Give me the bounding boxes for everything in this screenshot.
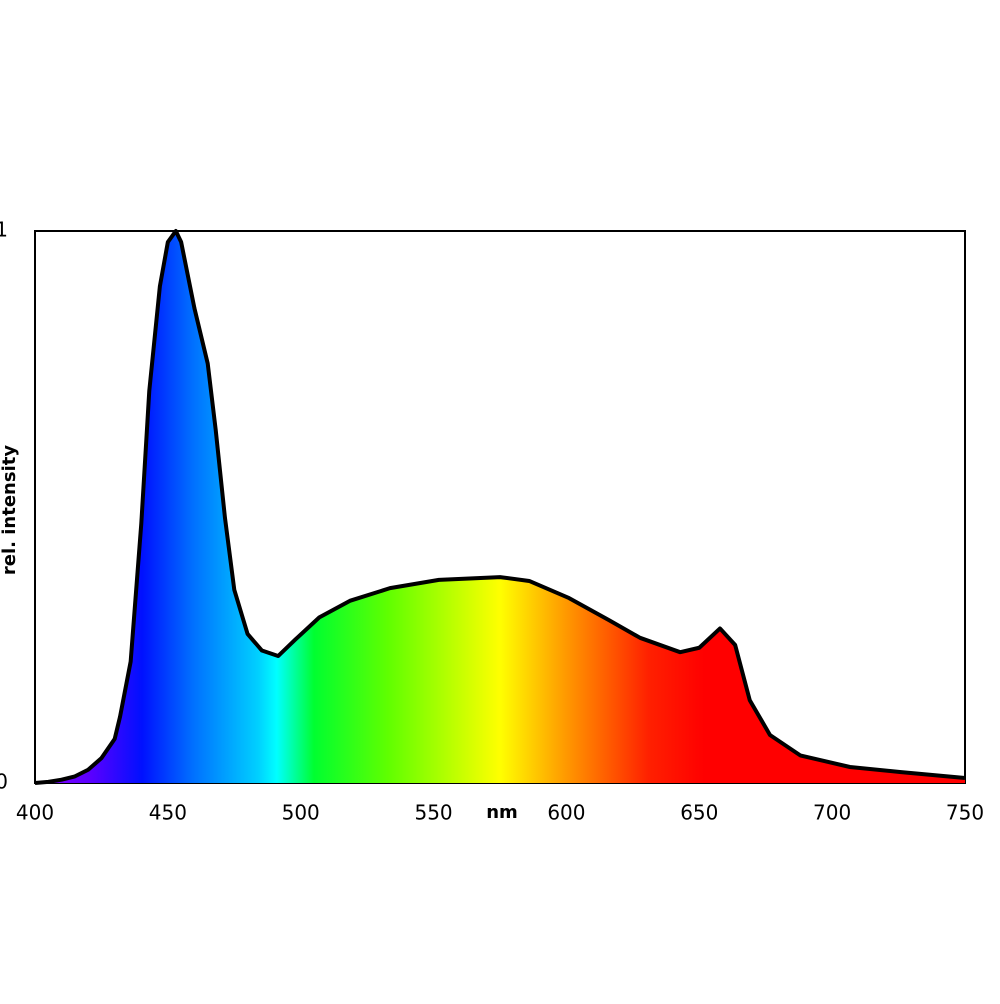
x-tick-label: 500: [282, 801, 320, 825]
x-tick-label: 450: [149, 801, 187, 825]
x-tick-label: 650: [680, 801, 718, 825]
x-tick-label: 400: [16, 801, 54, 825]
y-tick-label: 0: [0, 770, 8, 794]
y-tick-label: 1: [0, 218, 8, 242]
x-tick-label: 550: [414, 801, 452, 825]
x-tick-label: 700: [813, 801, 851, 825]
x-tick-label: 600: [547, 801, 585, 825]
spectrum-line: [34, 229, 966, 785]
x-tick-label: 750: [946, 801, 984, 825]
x-axis-title: nm: [486, 802, 518, 823]
y-axis-title: rel. intensity: [0, 445, 20, 575]
